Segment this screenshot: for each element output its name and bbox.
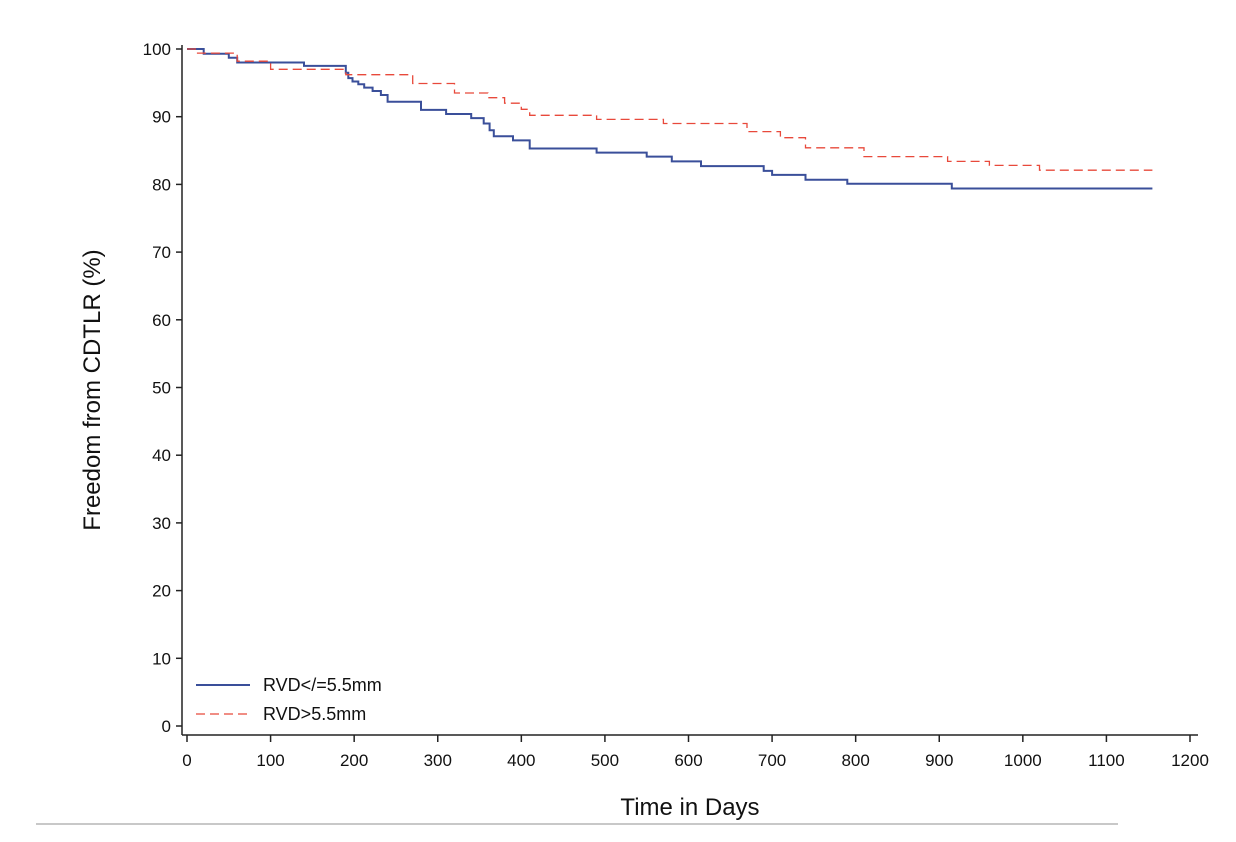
x-tick-label: 400 — [507, 751, 535, 770]
y-tick-label: 30 — [152, 514, 171, 533]
y-tick-label: 100 — [143, 40, 171, 59]
series-line-2 — [187, 48, 1153, 171]
x-tick-label: 900 — [925, 751, 953, 770]
x-tick-label: 1200 — [1171, 751, 1209, 770]
legend: RVD</=5.5mm RVD>5.5mm — [196, 675, 382, 724]
y-tick-label: 90 — [152, 108, 171, 127]
y-tick-label: 50 — [152, 379, 171, 398]
x-tick-label: 1100 — [1088, 751, 1125, 770]
series-layer — [187, 48, 1153, 190]
x-tick-label: 1000 — [1004, 751, 1042, 770]
y-ticks: 0 10 20 30 40 50 60 70 80 90 100 — [143, 40, 182, 736]
axes — [181, 45, 1198, 736]
y-tick-label: 60 — [152, 311, 171, 330]
y-tick-label: 0 — [162, 717, 171, 736]
legend-label-1: RVD</=5.5mm — [263, 675, 382, 695]
x-tick-label: 700 — [758, 751, 786, 770]
y-axis-title: Freedom from CDTLR (%) — [79, 249, 106, 530]
series-line-1 — [187, 48, 1153, 190]
x-tick-label: 200 — [340, 751, 368, 770]
x-tick-label: 800 — [841, 751, 869, 770]
x-tick-label: 500 — [591, 751, 619, 770]
y-tick-label: 70 — [152, 243, 171, 262]
y-tick-label: 80 — [152, 175, 171, 194]
x-tick-label: 100 — [256, 751, 284, 770]
x-axis-title: Time in Days — [620, 794, 759, 821]
y-tick-label: 20 — [152, 582, 171, 601]
x-tick-label: 0 — [182, 751, 191, 770]
x-ticks: 0 100 200 300 400 500 600 700 800 900 1000 1100 1200 — [182, 735, 1209, 770]
y-tick-label: 10 — [152, 649, 171, 668]
x-tick-label: 300 — [424, 751, 452, 770]
y-tick-label: 40 — [152, 446, 171, 465]
legend-label-2: RVD>5.5mm — [263, 704, 366, 724]
x-tick-label: 600 — [674, 751, 702, 770]
